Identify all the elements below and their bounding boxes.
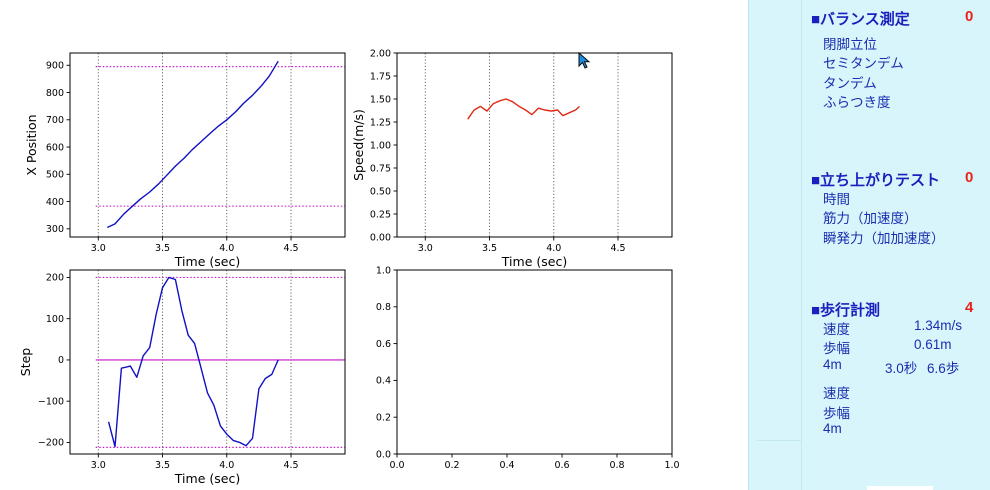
x-tick-label: 4.5 [610, 243, 625, 254]
axes-frame [396, 269, 673, 455]
x-tick-label: 3.0 [91, 243, 106, 254]
x-tick-label: 3.5 [482, 243, 497, 254]
axes-frame [69, 269, 346, 455]
walk-count: 4 [965, 299, 974, 316]
x-axis-label: Time (sec) [174, 471, 240, 486]
standup-count: 0 [965, 169, 974, 186]
walk-extra-distance: 4m [823, 421, 842, 436]
y-axis-label: Step [18, 348, 33, 377]
x-tick-label: 0.2 [444, 460, 459, 471]
plots-figure: 3.0 3.5 4.0 4.5 300 400 500 600 700 800 900 Time (s… [18, 48, 680, 486]
walk-steps-value: 6.6歩 [927, 361, 960, 376]
standup-item-time: 時間 [823, 192, 850, 207]
plot-1: 3.0 3.5 4.0 4.5 300 400 500 600 700 800 900 Time (s… [24, 52, 346, 269]
y-tick-label: 0.00 [370, 232, 391, 243]
y-tick-label: 500 [46, 170, 64, 181]
walk-extra-stride: 歩幅 [823, 406, 850, 421]
y-tick-label: 1.00 [370, 140, 391, 151]
walk-time-value: 3.0秒 [885, 361, 918, 376]
y-tick-label: 0.75 [370, 163, 391, 174]
x-tick-label: 3.5 [155, 243, 170, 254]
x-tick-label: 3.0 [91, 460, 106, 471]
y-tick-label: 0.2 [376, 413, 391, 424]
y-axis-label: Speed(m/s) [351, 109, 366, 181]
walk-stride-value: 0.61m [914, 337, 952, 352]
x-axis-label: Time (sec) [501, 254, 567, 269]
y-tick-label: 0.50 [370, 186, 391, 197]
walk-section-title: ■歩行計測 [811, 302, 881, 319]
y-tick-label: 300 [46, 224, 64, 235]
walk-speed-value: 1.34m/s [914, 318, 963, 333]
y-tick-label: 700 [46, 115, 64, 126]
balance-count: 0 [965, 8, 974, 25]
y-tick-label: 1.75 [370, 71, 391, 82]
x-tick-label: 0.4 [499, 460, 514, 471]
standup-section-title: ■立ち上がりテスト [811, 172, 941, 189]
series-line-1 [107, 60, 279, 229]
x-tick-label: 0.8 [609, 460, 624, 471]
balance-item-closed-stance: 閉脚立位 [823, 37, 877, 52]
y-tick-label: 0.8 [376, 302, 391, 313]
y-tick-label: 0.0 [376, 449, 391, 460]
balance-item-sway: ふらつき度 [823, 95, 891, 110]
x-tick-label: 4.0 [219, 243, 234, 254]
panel-divider-stub [757, 440, 801, 441]
y-tick-label: 900 [46, 61, 64, 72]
y-tick-label: 400 [46, 197, 64, 208]
walk-extra-speed: 速度 [823, 386, 850, 401]
balance-item-semi-tandem: セミタンデム [823, 56, 904, 71]
standup-item-power: 瞬発力（加加速度） [823, 231, 945, 246]
plot-2: 3.0 3.5 4.0 4.5 0.00 0.25 0.50 0.75 1.00 1.25 1.50… [351, 48, 673, 269]
y-tick-label: 100 [46, 314, 64, 325]
x-tick-label: 3.5 [155, 460, 170, 471]
results-panel: ■バランス測定 0 閉脚立位 セミタンデム タンデム ふらつき度 ■立ち上がりテ… [748, 0, 990, 490]
walk-speed-label: 速度 [823, 322, 850, 337]
y-tick-label: 1.25 [370, 117, 391, 128]
walk-distance-label: 4m [823, 357, 842, 372]
x-tick-label: 4.0 [219, 460, 234, 471]
x-tick-label: 4.5 [283, 460, 298, 471]
axes-frame [69, 52, 346, 238]
y-tick-label: 800 [46, 88, 64, 99]
y-tick-label: −100 [38, 396, 64, 407]
x-tick-label: 0.0 [389, 460, 404, 471]
panel-bottom-tab [867, 486, 933, 490]
plot-3: 3.0 3.5 4.0 4.5 −200 −100 0 100 200 Time (sec) Ste… [18, 269, 346, 486]
y-tick-label: 0.6 [376, 339, 391, 350]
x-tick-label: 0.6 [554, 460, 569, 471]
y-axis-label: X Position [24, 114, 39, 175]
y-tick-label: 600 [46, 142, 64, 153]
panel-divider [801, 0, 802, 490]
x-axis-label: Time (sec) [174, 254, 240, 269]
standup-item-strength: 筋力（加速度） [823, 211, 918, 226]
y-tick-label: 0 [58, 355, 64, 366]
x-tick-label: 4.5 [283, 243, 298, 254]
y-tick-label: 0.25 [370, 209, 391, 220]
mouse-cursor-icon [578, 52, 591, 69]
y-tick-label: 1.50 [370, 94, 391, 105]
plot-4: 0.0 0.2 0.4 0.6 0.8 1.0 0.0 0.2 0.4 0.6 0.8 1.0 [376, 265, 680, 471]
x-tick-label: 3.0 [418, 243, 433, 254]
series-line-1 [107, 276, 279, 448]
axes-frame [396, 52, 673, 238]
y-tick-label: 1.0 [376, 265, 391, 276]
y-tick-label: 2.00 [370, 48, 391, 59]
balance-item-tandem: タンデム [823, 76, 877, 91]
y-tick-label: 0.4 [376, 376, 391, 387]
series-line-1 [467, 98, 580, 120]
balance-section-title: ■バランス測定 [811, 11, 910, 28]
x-tick-label: 4.0 [546, 243, 561, 254]
y-tick-label: −200 [38, 438, 64, 449]
x-tick-label: 1.0 [664, 460, 679, 471]
y-tick-label: 200 [46, 273, 64, 284]
walk-stride-label: 歩幅 [823, 341, 850, 356]
